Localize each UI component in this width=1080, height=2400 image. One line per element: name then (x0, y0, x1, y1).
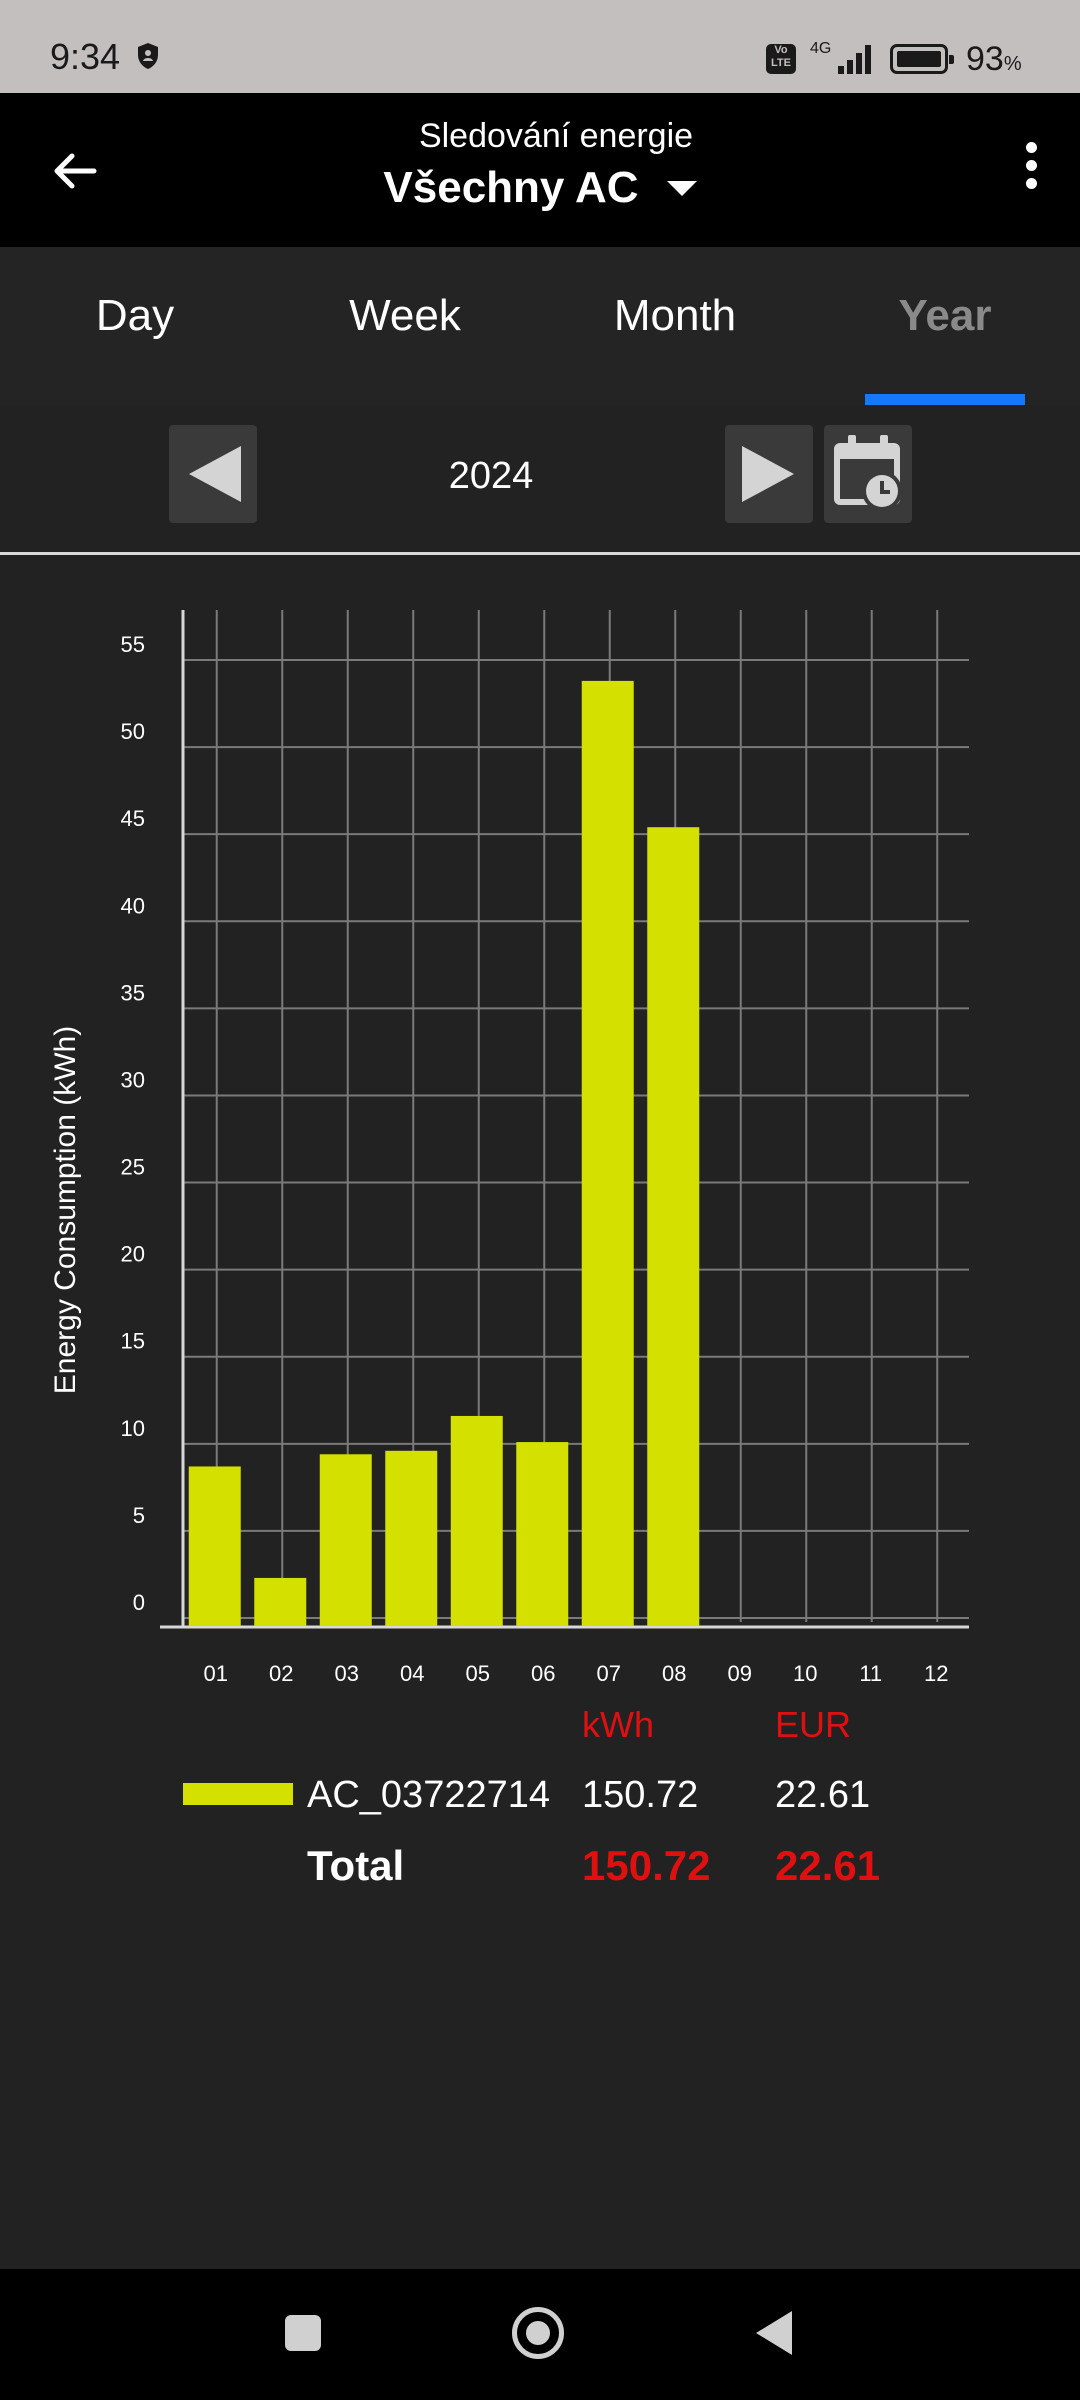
y-tick-label: 35 (121, 980, 145, 1005)
next-button[interactable] (725, 425, 813, 523)
calendar-button[interactable] (824, 425, 912, 523)
battery-icon (890, 44, 954, 74)
x-tick-label: 04 (400, 1661, 424, 1686)
tab-year[interactable]: Year (898, 291, 992, 340)
app-subtitle: Sledování energie (418, 117, 694, 155)
app-title[interactable]: Všechny AC (383, 163, 639, 212)
x-tick-label: 06 (531, 1661, 555, 1686)
x-tick-label: 05 (466, 1661, 490, 1686)
x-tick-label: 01 (204, 1661, 228, 1686)
shield-icon (138, 43, 158, 69)
y-tick-label: 55 (121, 632, 145, 657)
app-bar: Sledování energie Všechny AC (0, 93, 1080, 247)
battery-percent: 93% (966, 40, 1022, 78)
y-tick-label: 40 (121, 893, 145, 918)
device-selector[interactable]: Všechny AC (0, 163, 1080, 213)
y-tick-label: 45 (121, 806, 145, 831)
y-tick-label: 20 (121, 1242, 145, 1267)
y-tick-label: 10 (121, 1416, 145, 1441)
y-tick-label: 25 (121, 1155, 145, 1180)
calendar-clock-icon (834, 435, 902, 511)
period-label: 2024 (448, 455, 534, 497)
bar-08 (647, 827, 700, 1626)
signal-icon (838, 45, 871, 74)
y-tick-label: 5 (133, 1503, 145, 1528)
device-kwh: 150.72 (582, 1774, 699, 1816)
bar-04 (385, 1450, 438, 1626)
total-eur: 22.61 (775, 1842, 881, 1889)
network-type: 4G (810, 40, 832, 57)
x-tick-label: 08 (662, 1661, 686, 1686)
prev-icon (189, 446, 241, 502)
y-tick-label: 15 (121, 1329, 145, 1354)
bar-03 (319, 1454, 372, 1626)
y-tick-label: 30 (121, 1067, 145, 1092)
device-name: AC_03722714 (307, 1774, 550, 1816)
recents-icon[interactable] (285, 2315, 321, 2351)
x-tick-label: 12 (924, 1661, 948, 1686)
legend-swatch (183, 1783, 293, 1805)
dropdown-caret-icon[interactable] (666, 180, 697, 196)
total-kwh: 150.72 (582, 1842, 711, 1889)
bar-06 (516, 1442, 569, 1626)
y-tick-label: 50 (121, 719, 145, 744)
back-arrow-icon[interactable] (44, 141, 104, 201)
header-eur: EUR (775, 1704, 852, 1745)
bar-07 (581, 680, 634, 1626)
tab-indicator (865, 394, 1025, 405)
x-tick-label: 09 (728, 1661, 752, 1686)
status-time: 9:34 (50, 36, 121, 77)
system-nav-bar (0, 2269, 1080, 2400)
volte-icon: Vo LTE (766, 44, 796, 74)
more-vertical-icon[interactable] (1016, 137, 1046, 197)
total-label: Total (307, 1842, 405, 1889)
summary-table: kWh EUR AC_03722714 150.72 22.61 Total 1… (0, 1690, 1080, 1910)
bar-05 (450, 1415, 503, 1626)
x-tick-label: 10 (793, 1661, 817, 1686)
x-tick-label: 11 (859, 1661, 882, 1686)
x-tick-label: 07 (597, 1661, 621, 1686)
y-axis-label: Energy Consumption (kWh) (49, 1026, 82, 1394)
bar-02 (254, 1577, 307, 1626)
bar-01 (188, 1466, 241, 1626)
device-eur: 22.61 (775, 1774, 871, 1816)
header-kwh: kWh (582, 1704, 654, 1745)
back-icon[interactable] (756, 2311, 792, 2355)
energy-chart: 0 5 10 15 20 25 30 35 40 45 50 55 01 02 03 04 05 06 07 08 09… (0, 555, 1080, 1700)
period-tabs: Day Week Month Year (0, 247, 1080, 407)
period-navigator: 2024 (0, 405, 1080, 555)
y-tick-label: 0 (133, 1590, 145, 1615)
tab-week[interactable]: Week (349, 291, 461, 340)
home-icon[interactable] (512, 2307, 564, 2359)
tab-month[interactable]: Month (613, 291, 737, 340)
x-tick-label: 02 (269, 1661, 293, 1686)
x-tick-label: 03 (335, 1661, 359, 1686)
tab-day[interactable]: Day (95, 291, 175, 340)
status-bar: 9:34 Vo LTE 4G 93% (0, 0, 1080, 93)
next-icon (742, 446, 794, 502)
prev-button[interactable] (169, 425, 257, 523)
